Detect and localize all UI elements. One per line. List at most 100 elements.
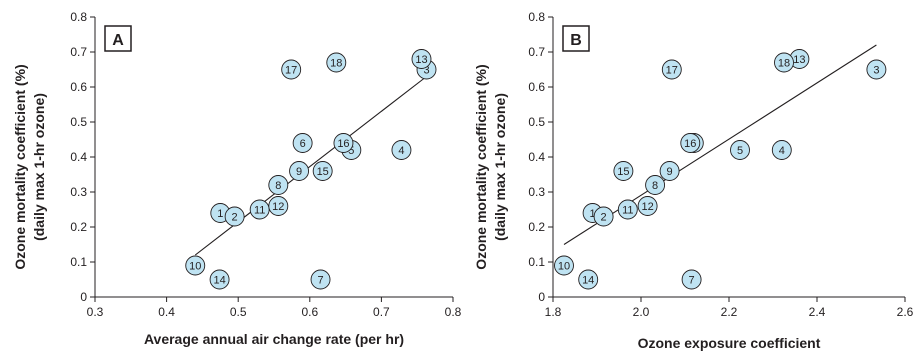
data-point-marker bbox=[333, 133, 354, 153]
x-tick-label: 2.4 bbox=[809, 305, 826, 319]
x-tick-label: 0.7 bbox=[373, 305, 390, 319]
data-point-label: 4 bbox=[779, 145, 785, 157]
panel-label-box bbox=[562, 25, 590, 52]
data-point-11: 11 bbox=[249, 199, 270, 220]
data-point-marker bbox=[866, 59, 887, 80]
x-tick-label: 2.6 bbox=[897, 305, 913, 319]
data-point-label: 5 bbox=[737, 145, 743, 157]
regression-line bbox=[194, 76, 427, 256]
data-point-9: 9 bbox=[289, 161, 310, 181]
x-tick-label: 0.5 bbox=[230, 305, 247, 319]
data-point-marker bbox=[659, 161, 680, 181]
data-point-marker bbox=[774, 52, 794, 73]
data-point-label: 1 bbox=[590, 208, 596, 220]
y-tick-label: 0.2 bbox=[528, 220, 545, 234]
data-point-8: 8 bbox=[645, 175, 666, 195]
panel-label-box bbox=[104, 25, 132, 52]
y-tick-label: 0.6 bbox=[528, 80, 545, 94]
data-point-12: 12 bbox=[268, 196, 289, 216]
data-point-14: 14 bbox=[209, 269, 230, 290]
y-tick-label: 0.5 bbox=[70, 115, 87, 129]
data-point-label: 3 bbox=[873, 65, 879, 77]
data-point-16: 16 bbox=[680, 133, 701, 153]
y-tick-label: 0.8 bbox=[70, 10, 87, 24]
x-axis-title: Ozone exposure coefficient bbox=[638, 335, 821, 351]
data-point-label: 12 bbox=[641, 201, 653, 213]
x-axis-title: Average annual air change rate (per hr) bbox=[144, 331, 404, 347]
y-tick-label: 0.4 bbox=[70, 150, 87, 164]
data-point-label: 18 bbox=[778, 58, 790, 70]
y-tick-label: 0 bbox=[538, 290, 545, 304]
data-point-marker bbox=[554, 255, 574, 276]
data-point-label: 17 bbox=[285, 65, 297, 77]
data-point-label: 12 bbox=[272, 201, 284, 213]
data-point-2: 2 bbox=[593, 206, 614, 227]
y-tick-label: 0.3 bbox=[528, 185, 545, 199]
data-point-label: 6 bbox=[300, 138, 306, 150]
y-tick-label: 0.1 bbox=[70, 255, 87, 269]
data-point-label: 9 bbox=[667, 166, 673, 178]
x-tick-label: 0.8 bbox=[445, 305, 462, 319]
data-point-marker bbox=[185, 255, 206, 276]
data-point-10: 10 bbox=[185, 255, 206, 276]
data-point-label: 15 bbox=[317, 166, 329, 178]
data-point-marker bbox=[771, 140, 792, 160]
data-point-marker bbox=[310, 269, 331, 290]
data-point-marker bbox=[268, 196, 289, 216]
data-point-label: 3 bbox=[423, 65, 429, 77]
data-point-label: 17 bbox=[666, 65, 678, 77]
data-point-label: 13 bbox=[415, 54, 427, 66]
data-point-label: 14 bbox=[213, 275, 225, 287]
data-point-18: 18 bbox=[774, 52, 794, 73]
data-point-12: 12 bbox=[637, 196, 658, 216]
y-axis-title-line: (daily max 1-hr ozone) bbox=[31, 93, 47, 241]
data-point-13: 13 bbox=[789, 49, 810, 69]
data-point-marker bbox=[637, 196, 658, 216]
data-point-label: 10 bbox=[558, 261, 570, 273]
data-point-marker bbox=[730, 140, 750, 160]
data-point-marker bbox=[391, 140, 412, 160]
data-point-label: 7 bbox=[317, 275, 323, 287]
data-point-8: 8 bbox=[268, 175, 289, 195]
data-point-label: 4 bbox=[398, 145, 404, 157]
data-point-marker bbox=[661, 59, 682, 80]
data-point-15: 15 bbox=[312, 161, 333, 181]
data-point-label: 8 bbox=[275, 180, 281, 192]
data-point-10: 10 bbox=[554, 255, 574, 276]
data-point-marker bbox=[613, 161, 634, 181]
data-point-label: 10 bbox=[189, 261, 201, 273]
data-point-marker bbox=[312, 161, 333, 181]
data-point-16: 16 bbox=[333, 133, 354, 153]
data-point-marker bbox=[681, 269, 702, 290]
data-point-label: 18 bbox=[330, 58, 342, 70]
data-point-17: 17 bbox=[281, 59, 302, 80]
data-point-marker bbox=[411, 49, 432, 69]
data-point-label: 1 bbox=[217, 208, 223, 220]
data-point-marker bbox=[289, 161, 310, 181]
data-point-13: 13 bbox=[411, 49, 432, 69]
data-point-marker bbox=[645, 175, 666, 195]
x-tick-label: 2.2 bbox=[721, 305, 738, 319]
data-point-15: 15 bbox=[613, 161, 634, 181]
data-point-marker bbox=[292, 133, 313, 153]
panel-label: B bbox=[570, 32, 582, 49]
y-tick-label: 0.8 bbox=[528, 10, 545, 24]
data-point-marker bbox=[578, 269, 599, 290]
data-point-label: 14 bbox=[582, 275, 594, 287]
data-point-label: 7 bbox=[689, 275, 695, 287]
y-tick-label: 0.3 bbox=[70, 185, 87, 199]
panel-label: A bbox=[112, 32, 124, 49]
data-point-marker bbox=[326, 52, 347, 73]
y-tick-label: 0.6 bbox=[70, 80, 87, 94]
data-point-marker bbox=[593, 206, 614, 227]
data-point-marker bbox=[268, 175, 289, 195]
data-point-label: 16 bbox=[684, 138, 696, 150]
y-tick-label: 0 bbox=[80, 290, 87, 304]
data-point-label: 16 bbox=[337, 138, 349, 150]
y-tick-label: 0.4 bbox=[528, 150, 545, 164]
data-point-marker bbox=[209, 269, 230, 290]
data-point-4: 4 bbox=[771, 140, 792, 160]
y-axis-title-line: Ozone mortality coefficient (%) bbox=[473, 64, 489, 269]
data-point-marker bbox=[680, 133, 701, 153]
